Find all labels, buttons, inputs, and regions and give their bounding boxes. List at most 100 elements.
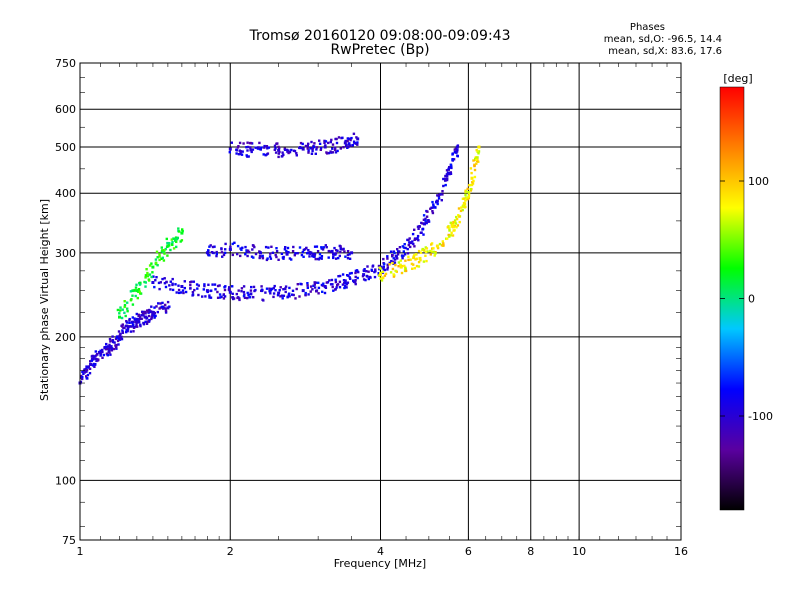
data-point <box>161 249 164 252</box>
trace-point <box>99 351 103 355</box>
data-point <box>154 279 157 282</box>
data-point <box>416 234 420 238</box>
data-point <box>469 187 472 191</box>
data-point <box>240 153 244 156</box>
data-point <box>398 250 401 253</box>
data-point <box>174 283 177 286</box>
data-point <box>403 253 407 256</box>
data-point <box>133 318 137 321</box>
trace-point <box>409 241 413 245</box>
data-point <box>155 305 158 308</box>
data-point <box>131 316 134 319</box>
data-point <box>442 177 445 181</box>
data-point <box>438 193 441 197</box>
data-point <box>441 190 444 193</box>
data-point <box>473 164 476 168</box>
data-point <box>171 241 174 244</box>
data-point <box>436 194 439 197</box>
data-point <box>470 171 473 175</box>
data-point <box>161 277 164 281</box>
data-point <box>315 146 319 149</box>
data-point <box>335 137 338 141</box>
data-point <box>97 358 100 361</box>
chart-title: Tromsø 20160120 09:08:00-09:09:43 <box>249 28 511 44</box>
data-point <box>192 280 195 283</box>
data-point <box>144 281 147 284</box>
data-point <box>444 183 447 187</box>
data-point <box>281 297 284 300</box>
data-point <box>108 343 111 347</box>
trace-point <box>343 279 347 283</box>
data-point <box>280 294 284 297</box>
data-point <box>236 252 239 256</box>
data-point <box>172 247 176 250</box>
data-point <box>470 183 474 187</box>
data-point <box>220 295 223 298</box>
data-point <box>453 150 457 154</box>
data-point <box>407 243 410 247</box>
trace-point <box>448 172 451 175</box>
data-point <box>396 248 399 251</box>
data-point <box>246 296 249 300</box>
data-point <box>150 317 153 321</box>
data-point <box>313 253 316 257</box>
data-point <box>392 273 395 276</box>
data-point <box>467 191 470 194</box>
data-point <box>415 257 418 260</box>
data-point <box>175 240 178 243</box>
data-point <box>287 251 290 254</box>
data-point <box>404 269 408 273</box>
data-point <box>423 248 426 252</box>
data-point <box>388 263 391 266</box>
data-point <box>175 238 179 241</box>
data-point <box>319 147 323 150</box>
data-point <box>382 267 385 270</box>
data-point <box>242 290 246 294</box>
data-point <box>275 250 279 253</box>
data-point <box>189 281 192 284</box>
x-tick-label: 8 <box>527 545 534 558</box>
data-point <box>404 267 407 270</box>
data-point <box>325 151 328 154</box>
data-point <box>82 372 85 375</box>
data-point <box>261 257 265 260</box>
data-point <box>227 288 231 291</box>
data-point <box>317 292 320 295</box>
data-point <box>336 149 339 153</box>
data-point <box>325 281 328 284</box>
data-point <box>468 183 472 187</box>
data-point <box>242 142 245 145</box>
data-point <box>386 257 389 260</box>
data-point <box>464 199 467 202</box>
data-point <box>348 276 351 279</box>
data-point <box>285 148 289 152</box>
data-point <box>110 349 114 352</box>
data-point <box>335 286 338 289</box>
data-point <box>300 253 304 257</box>
data-point <box>117 337 120 340</box>
data-point <box>401 255 404 258</box>
data-point <box>266 147 269 150</box>
data-point <box>277 152 280 155</box>
data-point <box>129 325 132 328</box>
data-point <box>324 244 327 247</box>
data-point <box>429 249 432 253</box>
data-point <box>246 145 250 149</box>
trace-point <box>180 285 184 288</box>
data-point <box>219 296 222 299</box>
data-point <box>161 301 164 305</box>
data-point <box>292 245 295 249</box>
data-point <box>238 152 242 156</box>
data-point <box>240 287 244 290</box>
data-point <box>124 324 127 328</box>
data-point <box>356 143 359 146</box>
data-point <box>218 293 222 296</box>
data-point <box>442 184 445 188</box>
data-point <box>250 255 254 258</box>
data-point <box>264 245 268 249</box>
data-point <box>113 341 116 344</box>
data-point <box>404 246 407 250</box>
data-point <box>286 246 290 250</box>
data-point <box>197 293 200 297</box>
data-point <box>291 250 295 253</box>
